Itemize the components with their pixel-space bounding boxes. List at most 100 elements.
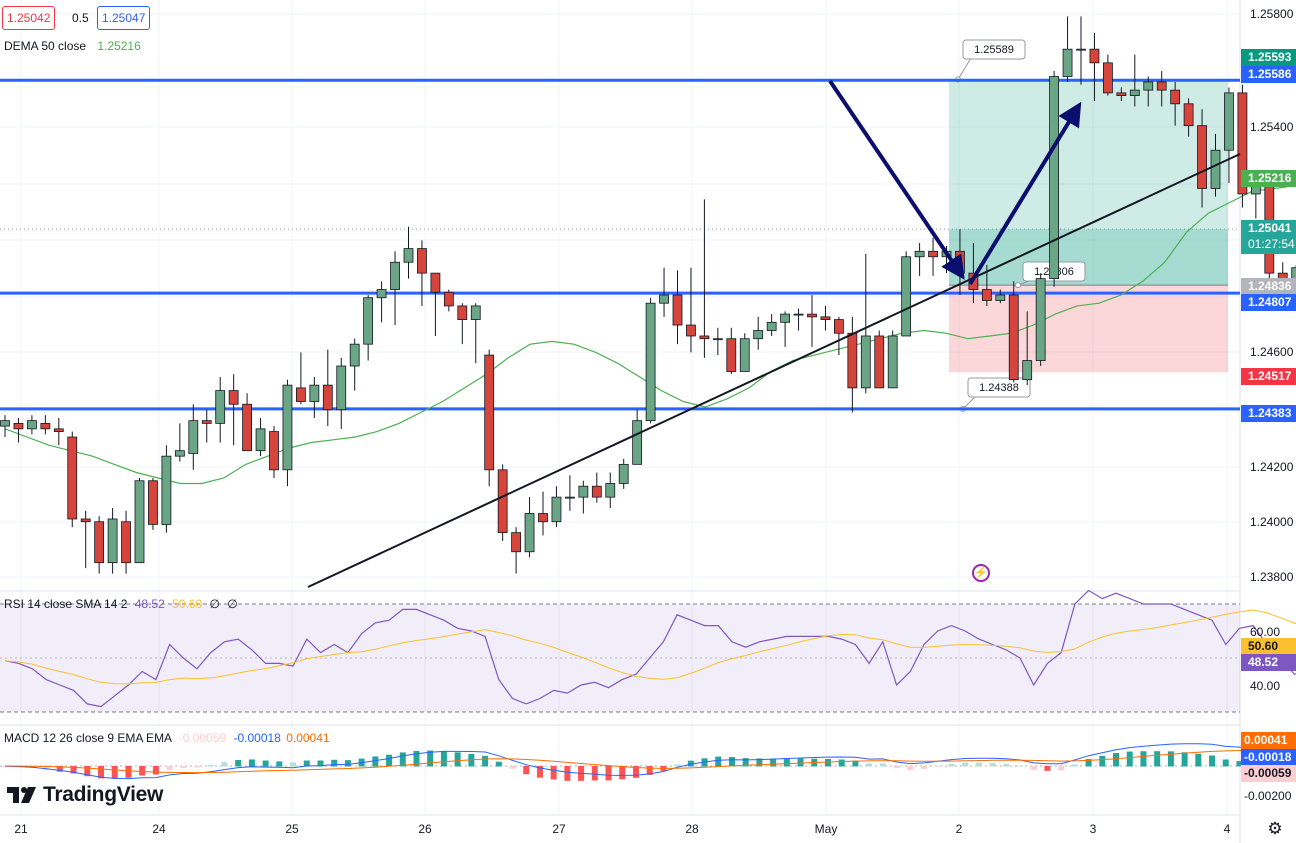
candle-body (672, 294, 683, 326)
macd-histogram-bar (207, 764, 214, 767)
candle-body (188, 420, 199, 454)
settings-gear-icon[interactable]: ⚙ (1267, 819, 1283, 838)
macd-histogram-bar (742, 758, 749, 767)
macd-histogram-bar (646, 766, 653, 775)
macd-histogram-bar (495, 761, 502, 767)
candle (847, 316, 858, 413)
candle (1183, 98, 1194, 137)
candle (1062, 16, 1073, 82)
candle-body (309, 384, 320, 402)
candle-body (538, 513, 548, 523)
rsi-legend-label: RSI 14 close SMA 14 2 (4, 597, 128, 611)
macd-tag-bg (1241, 765, 1296, 782)
candle (1103, 54, 1113, 96)
candle-body (430, 272, 441, 293)
price-tag-text: 1.25216 (1248, 171, 1292, 185)
candle (820, 305, 831, 331)
candle-body (887, 335, 898, 389)
macd-histogram-bar (523, 766, 530, 775)
candle-body (457, 305, 468, 320)
trendline[interactable] (307, 153, 1241, 588)
candle-body (578, 485, 589, 498)
macd-histogram-bar (674, 764, 681, 767)
dema-legend[interactable]: DEMA 50 close 1.25216 (4, 39, 141, 53)
macd-histogram-bar (454, 752, 461, 767)
candle (26, 415, 37, 435)
macd-histogram-bar (715, 756, 722, 767)
macd-histogram-bar (248, 759, 255, 767)
macd-histogram-bar (1195, 753, 1202, 767)
candle-body (0, 420, 10, 427)
candle (686, 267, 696, 353)
candle (565, 475, 575, 511)
macd-histogram-bar (1167, 751, 1174, 767)
candle-body (255, 428, 266, 452)
candle (349, 338, 360, 391)
candle-body (13, 422, 24, 430)
macd-histogram-bar (1222, 759, 1229, 767)
price-axis-tick: 1.25800 (1250, 7, 1294, 21)
tradingview-logo-icon (7, 787, 36, 803)
rsi-legend-v3: ∅ (209, 597, 220, 611)
macd-histogram-bar (852, 760, 859, 767)
macd-histogram-bar (386, 754, 393, 767)
macd-legend[interactable]: MACD 12 26 close 9 EMA EMA -0.00059 -0.0… (4, 731, 330, 745)
candle (807, 295, 817, 347)
candle-body (282, 384, 293, 471)
price-tags: 1.25593 1.25586 1.25216 1.25041 01:27:54 1.24… (1241, 49, 1296, 782)
price-tag-text: 1.24517 (1248, 369, 1292, 383)
candle-body (363, 297, 374, 345)
candle-body (322, 384, 333, 411)
time-axis-label: 25 (285, 822, 299, 836)
macd-histogram-bar (235, 760, 242, 767)
macd-histogram-bar (934, 766, 941, 767)
candle (551, 486, 562, 528)
candle-body (834, 319, 844, 334)
price-axis[interactable]: 1.25800 1.25400 1.24600 1.24200 1.24000 1.238… (1244, 7, 1294, 803)
macd-histogram-bar (591, 766, 598, 781)
candle (188, 404, 199, 470)
candle-body (1183, 103, 1194, 127)
candle (578, 480, 589, 514)
rsi-legend[interactable]: RSI 14 close SMA 14 2 48.52 50.60 ∅ ∅ (4, 597, 238, 611)
candle-body (121, 521, 131, 564)
candle-body (67, 436, 78, 520)
candle-body (53, 428, 64, 432)
ask-price[interactable]: 1.25047 (97, 6, 151, 30)
macd-histogram-bar (262, 760, 269, 767)
macd-line (4, 743, 1296, 780)
candle-body (699, 335, 710, 340)
flash-icon[interactable]: ⚡ (972, 564, 990, 582)
candle (914, 243, 925, 276)
price-tag-bg (1241, 368, 1296, 385)
horizontal-levels[interactable] (0, 78, 1240, 411)
position-label-connector-stop (962, 395, 977, 410)
candle (524, 497, 535, 558)
candle-body (807, 313, 817, 318)
time-axis[interactable]: 21 24 25 26 27 28 May 2 3 4 (14, 822, 1230, 836)
tradingview-logo[interactable]: TradingView (7, 783, 163, 807)
candle-body (1049, 76, 1059, 280)
bid-price[interactable]: 1.25042 (2, 6, 56, 30)
candle (591, 472, 602, 503)
candle-body (215, 390, 226, 424)
price-axis-tick: 1.23800 (1250, 570, 1294, 584)
arrows[interactable] (828, 79, 1082, 286)
candle-body (336, 365, 347, 411)
candle (174, 423, 185, 462)
price-tag-text: 1.25041 (1248, 221, 1292, 235)
rsi-axis-tick: 40.00 (1250, 679, 1280, 693)
macd-histogram-bar (536, 766, 543, 778)
price-tag-bg (1241, 49, 1296, 66)
macd-pane (0, 743, 1296, 781)
time-axis-label: 2 (956, 822, 963, 836)
macd-tag-bg (1241, 732, 1296, 749)
candle-body (148, 480, 158, 525)
candle (255, 417, 266, 457)
tradingview-logo-text: TradingView (43, 783, 164, 806)
candle (0, 415, 10, 438)
macd-legend-v2: -0.00018 (233, 731, 281, 745)
macd-histogram-bar (797, 758, 804, 767)
